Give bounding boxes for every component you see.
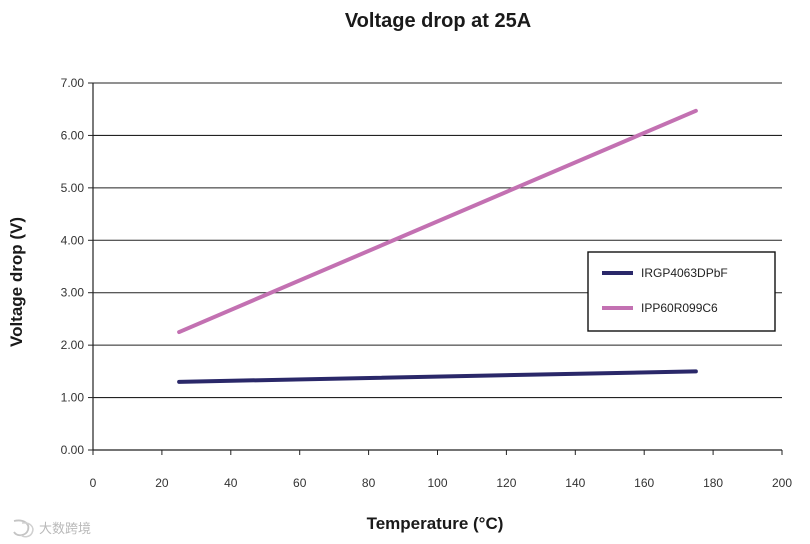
x-tick-label-2: 40 (224, 476, 238, 490)
y-tick-label-7: 7.00 (61, 76, 85, 90)
x-tick-label-4: 80 (362, 476, 376, 490)
y-tick-label-2: 2.00 (61, 338, 85, 352)
grid-lines (93, 82, 782, 399)
x-tick-label-5: 100 (427, 476, 447, 490)
chart-title: Voltage drop at 25A (345, 10, 531, 32)
legend-label-ipp60r099c6: IPP60R099C6 (641, 301, 718, 315)
x-tick-label-8: 160 (634, 476, 654, 490)
x-tick-label-1: 20 (155, 476, 169, 490)
x-tick-label-6: 120 (496, 476, 516, 490)
legend-box (587, 251, 776, 332)
x-tick-label-0: 0 (90, 476, 97, 490)
legend: IRGP4063DPbF IPP60R099C6 (587, 251, 776, 332)
y-tick-label-4: 4.00 (61, 233, 85, 247)
series-line-irgp4063dpbf (177, 369, 698, 384)
x-tick-label-3: 60 (293, 476, 307, 490)
x-tick-label-10: 200 (772, 476, 792, 490)
x-axis-ticks: 0 20 40 60 80 100 120 140 160 180 200 (90, 450, 792, 490)
legend-label-irgp4063dpbf: IRGP4063DPbF (641, 266, 728, 280)
watermark: 大数跨境 (13, 519, 91, 538)
y-tick-label-3: 3.00 (61, 286, 85, 300)
y-tick-label-6: 6.00 (61, 128, 85, 142)
series-lines (177, 108, 698, 384)
x-tick-label-9: 180 (703, 476, 723, 490)
x-axis-label: Temperature (°C) (367, 514, 504, 533)
series-line-ipp60r099c6 (177, 108, 698, 335)
y-tick-label-5: 5.00 (61, 181, 85, 195)
y-axis-label: Voltage drop (V) (7, 217, 26, 347)
x-tick-label-7: 140 (565, 476, 585, 490)
brand-logo-icon (13, 519, 34, 538)
watermark-text: 大数跨境 (39, 522, 91, 537)
y-axis-ticks: 0.00 1.00 2.00 3.00 4.00 5.00 6.00 7.00 (61, 76, 93, 457)
y-tick-label-0: 0.00 (61, 443, 85, 457)
y-tick-label-1: 1.00 (61, 391, 85, 405)
